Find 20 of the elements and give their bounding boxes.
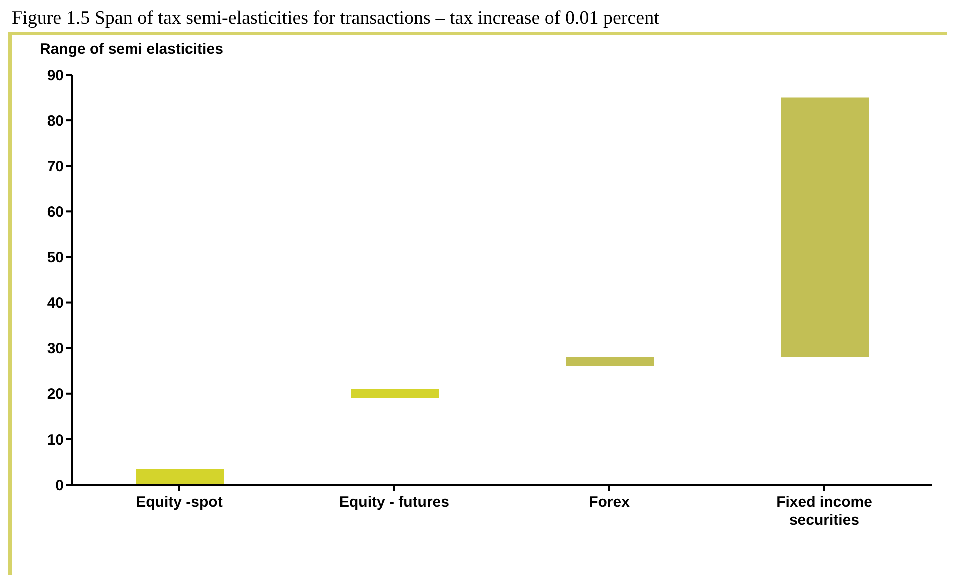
y-tick-label: 30 xyxy=(47,340,64,358)
x-tick-label: Forex xyxy=(589,494,631,511)
chart-title: Figure 1.5 Span of tax semi-elasticities for transactions – tax increase of 0.01 percent xyxy=(11,8,660,30)
bar xyxy=(351,389,439,398)
x-tick-label: Equity - futures xyxy=(339,494,450,511)
y-tick-label: 0 xyxy=(56,477,64,494)
bar xyxy=(136,469,224,485)
x-tick-label: Equity -spot xyxy=(136,494,223,511)
y-tick-label: 50 xyxy=(47,250,64,267)
y-tick-label: 20 xyxy=(47,386,64,404)
x-tick-label: Fixed income securities xyxy=(776,494,872,529)
y-tick-label: 70 xyxy=(47,158,64,176)
y-tick-label: 60 xyxy=(47,204,64,221)
bar xyxy=(566,357,654,367)
y-tick-label: 90 xyxy=(47,67,64,84)
bar xyxy=(781,98,869,358)
y-tick-label: 10 xyxy=(47,432,64,449)
y-tick-label: 40 xyxy=(47,295,64,312)
y-axis-title: Range of semi elasticities xyxy=(40,41,224,58)
y-tick-label: 80 xyxy=(47,112,64,130)
